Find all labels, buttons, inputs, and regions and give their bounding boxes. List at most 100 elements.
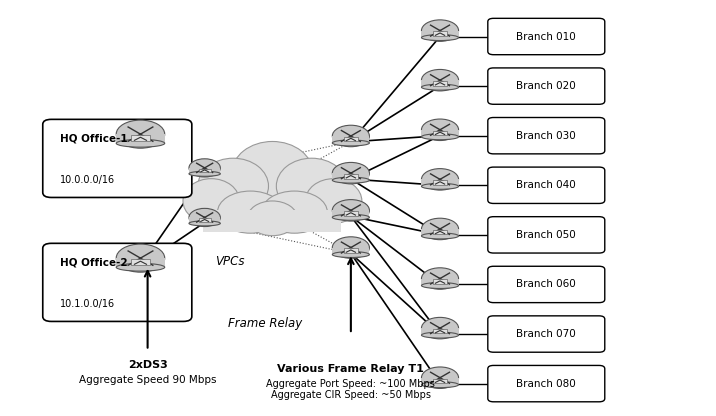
Text: Branch 040: Branch 040: [516, 180, 576, 190]
Circle shape: [189, 208, 221, 227]
Ellipse shape: [332, 252, 369, 258]
Ellipse shape: [276, 158, 347, 214]
Bar: [203, 210, 342, 232]
Text: VPCs: VPCs: [215, 255, 244, 268]
FancyBboxPatch shape: [43, 119, 192, 198]
Bar: [116, 258, 165, 267]
Bar: [422, 31, 458, 37]
Bar: [344, 174, 358, 178]
Ellipse shape: [422, 233, 458, 239]
Bar: [422, 229, 458, 236]
Bar: [433, 280, 447, 284]
Text: HQ Office-1: HQ Office-1: [60, 134, 127, 144]
Circle shape: [189, 159, 221, 177]
Text: Branch 050: Branch 050: [516, 230, 576, 240]
Bar: [199, 168, 211, 172]
Circle shape: [422, 367, 458, 389]
Text: Frame Relay: Frame Relay: [228, 317, 302, 330]
FancyBboxPatch shape: [488, 117, 605, 154]
Ellipse shape: [305, 178, 362, 223]
Text: Branch 020: Branch 020: [516, 81, 576, 91]
Ellipse shape: [247, 201, 298, 236]
Text: 2xDS3: 2xDS3: [127, 360, 168, 370]
Ellipse shape: [189, 171, 221, 176]
Bar: [433, 81, 447, 86]
Ellipse shape: [422, 332, 458, 338]
Ellipse shape: [422, 134, 458, 140]
Circle shape: [332, 200, 369, 221]
Bar: [433, 230, 447, 234]
Circle shape: [422, 317, 458, 339]
FancyBboxPatch shape: [488, 266, 605, 302]
Text: Branch 010: Branch 010: [516, 32, 576, 42]
Bar: [189, 218, 221, 223]
FancyBboxPatch shape: [488, 365, 605, 402]
Circle shape: [422, 168, 458, 190]
Circle shape: [332, 125, 369, 147]
Bar: [332, 210, 369, 217]
Ellipse shape: [422, 35, 458, 40]
FancyBboxPatch shape: [488, 316, 605, 352]
Ellipse shape: [422, 382, 458, 388]
Circle shape: [422, 218, 458, 240]
Bar: [199, 218, 211, 222]
Text: 10.0.0.0/16: 10.0.0.0/16: [60, 175, 115, 185]
FancyBboxPatch shape: [43, 243, 192, 322]
Ellipse shape: [189, 221, 221, 226]
Bar: [433, 180, 447, 185]
Ellipse shape: [332, 214, 369, 220]
Bar: [131, 259, 150, 265]
Bar: [189, 168, 221, 174]
Bar: [116, 134, 165, 143]
Bar: [344, 248, 358, 253]
Bar: [422, 80, 458, 87]
Ellipse shape: [231, 141, 313, 206]
Text: 10.1.0.0/16: 10.1.0.0/16: [60, 299, 115, 309]
Bar: [433, 32, 447, 36]
Bar: [344, 137, 358, 141]
Text: Branch 060: Branch 060: [516, 280, 576, 290]
Circle shape: [422, 268, 458, 289]
Circle shape: [422, 119, 458, 141]
Ellipse shape: [422, 84, 458, 90]
Circle shape: [422, 20, 458, 41]
Text: Branch 080: Branch 080: [516, 379, 576, 389]
Bar: [332, 173, 369, 180]
Ellipse shape: [183, 178, 239, 223]
Text: HQ Office-2: HQ Office-2: [60, 258, 127, 267]
Text: Various Frame Relay T1: Various Frame Relay T1: [277, 364, 425, 374]
Circle shape: [116, 244, 165, 272]
Text: Branch 070: Branch 070: [516, 329, 576, 339]
Bar: [332, 136, 369, 143]
Ellipse shape: [261, 191, 327, 233]
Bar: [422, 378, 458, 385]
Circle shape: [422, 69, 458, 91]
Text: Aggregate Port Speed: ~100 Mbps
Aggregate CIR Speed: ~50 Mbps: Aggregate Port Speed: ~100 Mbps Aggregat…: [266, 379, 435, 400]
Circle shape: [332, 237, 369, 258]
Bar: [422, 279, 458, 285]
Circle shape: [116, 120, 165, 148]
Ellipse shape: [332, 177, 369, 183]
Circle shape: [332, 162, 369, 184]
Bar: [433, 329, 447, 334]
FancyBboxPatch shape: [488, 167, 605, 203]
Ellipse shape: [116, 139, 165, 147]
Bar: [422, 179, 458, 186]
FancyBboxPatch shape: [488, 217, 605, 253]
Bar: [332, 248, 369, 255]
Ellipse shape: [332, 140, 369, 146]
Bar: [433, 131, 447, 135]
Bar: [131, 135, 150, 141]
FancyBboxPatch shape: [488, 68, 605, 104]
FancyBboxPatch shape: [488, 18, 605, 54]
Text: Aggregate Speed 90 Mbps: Aggregate Speed 90 Mbps: [79, 374, 216, 384]
Ellipse shape: [116, 263, 165, 271]
Bar: [433, 379, 447, 383]
Ellipse shape: [218, 191, 284, 233]
Ellipse shape: [422, 183, 458, 189]
Bar: [344, 211, 358, 216]
Text: Branch 030: Branch 030: [516, 131, 576, 141]
Ellipse shape: [422, 282, 458, 288]
Ellipse shape: [198, 158, 268, 214]
Bar: [422, 130, 458, 137]
